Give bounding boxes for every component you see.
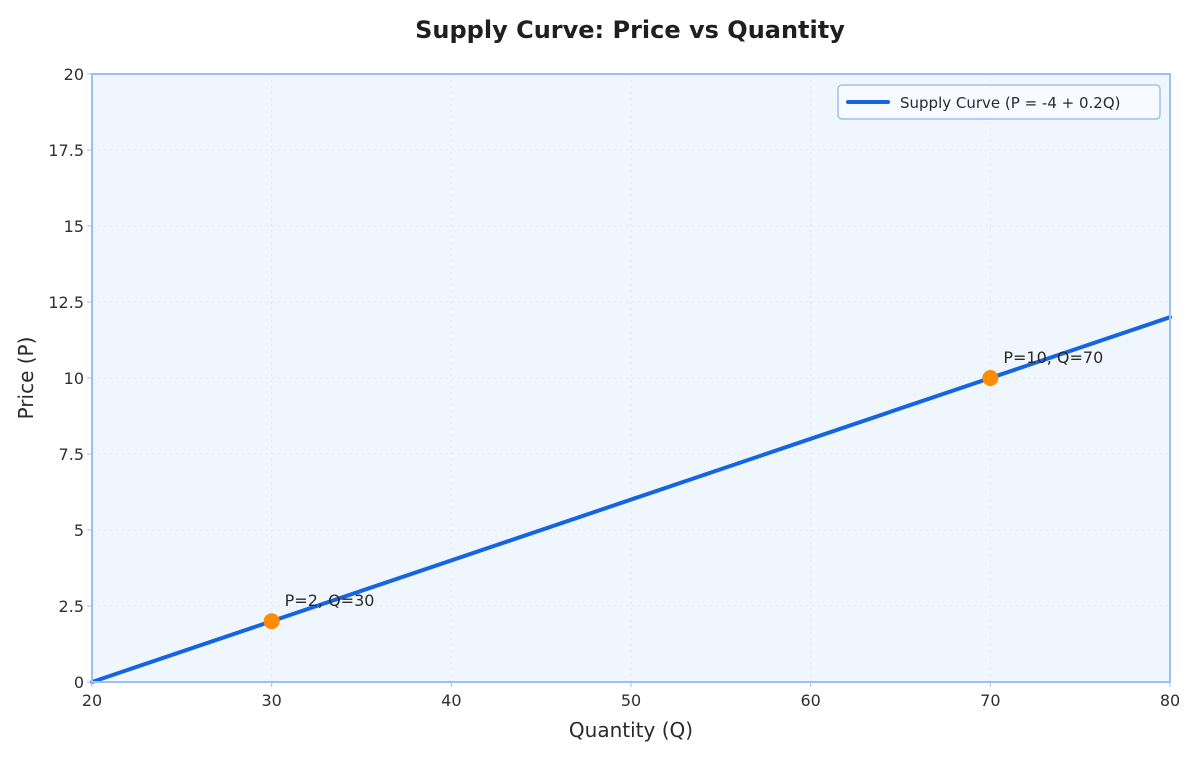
- legend-box: [837, 84, 1161, 120]
- y-axis-ticks: 0 2.5 5 7.5 10 12.5 15 17.5 20: [48, 65, 92, 692]
- x-tick-label: 60: [800, 691, 820, 710]
- y-tick-label: 20: [64, 65, 84, 84]
- highlight-point: [263, 613, 280, 630]
- y-tick-label: 7.5: [59, 445, 84, 464]
- highlight-point-label: P=10, Q=70: [1003, 348, 1103, 367]
- x-tick-label: 70: [980, 691, 1000, 710]
- x-tick-label: 40: [441, 691, 461, 710]
- y-tick-label: 17.5: [48, 141, 84, 160]
- y-axis-label: Price (P): [14, 337, 38, 420]
- y-tick-label: 2.5: [59, 597, 84, 616]
- x-tick-label: 50: [621, 691, 641, 710]
- y-tick-label: 12.5: [48, 293, 84, 312]
- x-tick-label: 20: [82, 691, 102, 710]
- x-axis-label: Quantity (Q): [569, 718, 693, 742]
- x-tick-label: 30: [261, 691, 281, 710]
- x-tick-label: 80: [1160, 691, 1180, 710]
- y-tick-label: 15: [64, 217, 84, 236]
- legend: Supply Curve (P = -4 + 0.2Q): [837, 84, 1161, 120]
- chart-title: Supply Curve: Price vs Quantity: [415, 16, 845, 44]
- highlight-points-layer: P=2, Q=30 P=10, Q=70: [263, 348, 1103, 630]
- x-axis-ticks: 20 30 40 50 60 70 80: [82, 682, 1180, 710]
- y-tick-label: 5: [74, 521, 84, 540]
- highlight-point: [982, 370, 999, 386]
- highlight-point-label: P=2, Q=30: [285, 591, 375, 610]
- legend-entry-supply-curve: Supply Curve (P = -4 + 0.2Q): [900, 94, 1120, 112]
- y-tick-label: 10: [64, 369, 84, 388]
- y-tick-label: 0: [74, 673, 84, 692]
